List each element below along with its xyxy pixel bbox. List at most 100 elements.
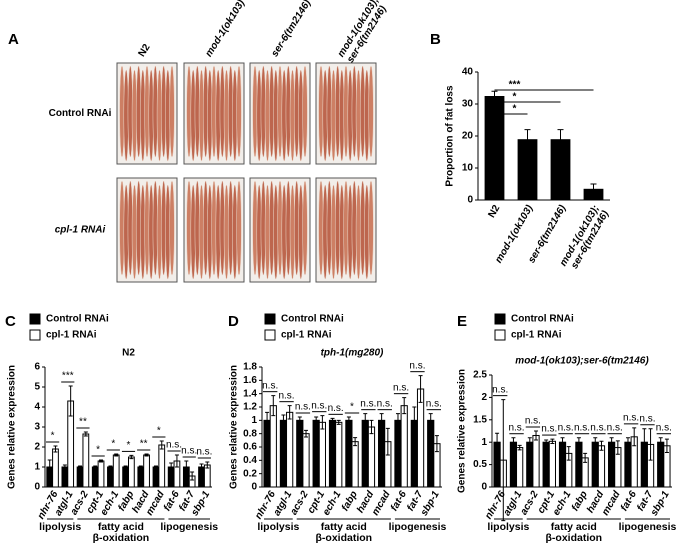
y-tick-label: 0.5 [473,459,487,470]
x-tick-label: fat-6 [389,489,409,513]
error-bar [501,399,506,522]
worm [169,180,175,276]
error-bar [174,454,179,468]
bar [296,419,304,488]
error-bar [491,90,498,102]
bar [158,444,166,488]
column-label: N2 [136,42,152,59]
significance-label: n.s. [262,380,278,391]
error-bar [560,437,565,448]
error-bar [271,395,276,417]
bar [542,441,550,488]
worm [236,180,242,276]
y-tick-label: 0.6 [243,442,257,453]
significance-label: * [513,104,517,115]
x-tick-label: nhr-76 [483,489,508,521]
y-tick-label: 0.4 [243,455,257,466]
worm-image [249,177,311,283]
error-bar [517,444,522,451]
y-tick-label: 0.2 [243,468,257,479]
error-bar [615,440,620,455]
bar [302,433,310,488]
bar [263,419,271,488]
row-label: Control RNAi [49,108,112,119]
significance-label: n.s. [328,403,344,414]
bar [509,441,518,488]
x-tick-label: acs-2 [518,489,541,517]
bar [112,454,120,488]
bar [361,419,369,488]
error-bar [524,129,531,150]
error-bar [583,452,588,463]
bar [532,434,540,488]
bar [318,421,326,488]
column-label: mod-1(ok103);ser-6(tm2146) [335,0,390,65]
worm-image [315,177,377,283]
column-label: ser-6(tm2146) [269,0,313,59]
error-bar [199,463,204,471]
error-bar [314,416,319,425]
worm [368,180,374,276]
legend-label: cpl-1 RNAi [281,330,332,341]
error-bar [593,437,598,448]
y-tick-label: 1 [481,437,487,448]
error-bar [78,465,83,469]
bar [378,419,386,488]
legend-swatch [29,329,41,341]
x-tick-label: fat-6 [619,489,639,513]
group-label: fatty acid β-oxidation [93,521,150,543]
error-bar [138,465,143,469]
error-bar [190,471,195,481]
bar [279,419,288,488]
bar [516,447,524,488]
worm [302,180,308,276]
y-tick-label: 6 [34,362,40,373]
significance-label: ** [140,439,148,450]
error-bar [379,413,384,428]
bar [52,448,59,488]
bar [312,419,320,488]
worm-image [183,177,245,283]
group-label-line: fatty acid [321,521,367,533]
chart-title: mod-1(ok103);ser-6(tm2146) [515,356,649,367]
panel-label: A [8,31,19,48]
y-tick-label: 1.4 [243,388,257,399]
error-bar [590,183,597,195]
y-tick-label: 40 [462,67,474,78]
error-bar [566,446,571,461]
y-tick-label: 0 [481,482,487,493]
bar [122,466,130,488]
error-bar [511,437,516,448]
group-label-line: fatty acid [98,521,144,533]
error-bar [153,465,158,469]
significance-label: n.s. [196,447,212,458]
bar [394,419,402,488]
legend-swatch [494,313,506,325]
error-bar [412,406,417,435]
significance-label: n.s. [623,413,639,424]
error-bar [599,440,604,451]
significance-label: * [127,440,131,451]
bar [624,441,632,488]
x-tick-label: nhr-76 [253,489,278,521]
bar [416,388,425,488]
worm-image [315,62,377,165]
bar [400,405,408,488]
y-tick-label: 3 [34,422,40,433]
significance-label: n.s. [181,446,197,457]
significance-label: n.s. [393,382,409,393]
bar [328,419,337,488]
group-label: lipogenesis [160,521,218,533]
error-bar [609,437,614,448]
error-bar [159,440,164,450]
error-bar [304,429,309,438]
group-label: lipogenesis [389,521,447,533]
bar [558,441,567,488]
y-axis-label: Proportion of fat loss [445,85,456,187]
error-bar [428,413,433,428]
bar [597,445,606,488]
y-tick-label: 1 [251,415,257,426]
significance-label: n.s. [590,422,606,433]
error-bar [346,416,351,425]
